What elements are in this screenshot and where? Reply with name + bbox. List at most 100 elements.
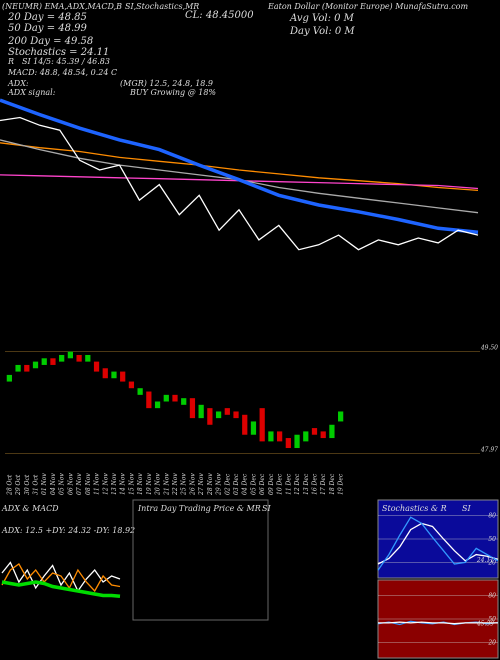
series-line (378, 621, 498, 625)
header-title: (NEUMR) EMA,ADX,MACD,B (2, 2, 122, 11)
panel-subtitle: SI (262, 504, 271, 513)
stat: MACD: 48.8, 48.54, 0.24 C (7, 68, 117, 77)
x-tick-label: 05 Dec (250, 473, 257, 495)
stat: 50 Day = 48.99 (8, 23, 88, 34)
y-tick-label: 50 (488, 616, 496, 623)
candle-body (207, 408, 213, 425)
candle-body (233, 411, 239, 419)
panel-subtitle: ADX: 12.5 +DY: 24.32 -DY: 18.92 (1, 526, 135, 535)
x-tick-label: 11 Nov (94, 473, 101, 495)
x-tick-label: 30 Oct (24, 474, 31, 495)
candle-body (189, 398, 196, 419)
candle-body (181, 398, 187, 405)
candle-body (76, 354, 82, 362)
candle-body (215, 411, 222, 419)
y-tick-label: 20 (487, 559, 496, 566)
annotation: 45.39 (476, 621, 494, 628)
x-tick-label: 06 Nov (67, 473, 74, 495)
close-price: CL: 48.45000 (185, 10, 254, 21)
x-tick-label: 14 Nov (120, 473, 127, 495)
panel-title: ADX & MACD (1, 504, 59, 513)
candle-body (285, 438, 291, 449)
candle-body (268, 431, 274, 442)
adx-label: ADX: (7, 79, 29, 88)
x-tick-label: 13 Dec (303, 473, 310, 495)
series-line (377, 516, 499, 571)
candle-body (6, 374, 12, 382)
x-tick-label: 26 Nov (189, 473, 196, 496)
y-tick-label: 80 (488, 593, 496, 600)
x-tick-label: 07 Nov (76, 473, 83, 495)
x-tick-label: 16 Dec (311, 473, 318, 495)
candle-body (146, 391, 152, 409)
candle-body (329, 424, 335, 439)
candle-body (32, 361, 39, 369)
stat: R (7, 57, 14, 66)
x-tick-label: 15 Nov (128, 473, 135, 495)
candle-body (294, 434, 300, 449)
x-tick-label: 01 Nov (41, 473, 48, 495)
candle-body (50, 358, 56, 365)
x-tick-label: 06 Dec (259, 473, 266, 495)
series-line (0, 174, 479, 190)
candle-body (24, 364, 30, 372)
series-line (1, 561, 121, 593)
candle-body (303, 431, 309, 442)
series-line (0, 116, 479, 251)
candle-body (41, 358, 47, 365)
candle-body (59, 354, 65, 362)
x-tick-label: 18 Nov (137, 473, 144, 495)
x-tick-label: 12 Dec (294, 473, 301, 495)
series-line (377, 522, 499, 565)
adx-signal: BUY Growing @ 18% (129, 88, 216, 97)
stat: 20 Day = 48.85 (7, 12, 87, 23)
x-tick-label: 28 Oct (6, 474, 13, 496)
annotation: 24.11 (476, 557, 494, 564)
candle-body (242, 414, 248, 435)
series-line (1, 563, 121, 593)
candle-body (172, 394, 178, 402)
candle-body (128, 381, 135, 389)
x-tick-label: 25 Nov (181, 473, 188, 496)
y-tick-label: 50 (488, 536, 496, 543)
panel-subtitle: SI (462, 504, 471, 513)
candle-body (250, 421, 257, 435)
series-line (1, 580, 121, 599)
candle-body (224, 408, 230, 415)
panel-frame (132, 499, 269, 621)
candle-body (137, 388, 143, 395)
x-tick-label: 22 Nov (172, 473, 179, 496)
stat: Stochastics = 24.11 (8, 47, 109, 58)
candle-body (102, 368, 108, 379)
x-tick-label: 20 Nov (155, 473, 162, 496)
x-tick-label: 09 Dec (268, 473, 275, 495)
candle-body (163, 394, 169, 402)
adx-values: (MGR) 12.5, 24.8, 18.9 (120, 79, 213, 88)
y-tick-label: 47.97 (480, 446, 498, 453)
candle-body (85, 354, 91, 362)
x-tick-label: 21 Nov (163, 473, 170, 496)
x-tick-label: 03 Dec (233, 473, 240, 495)
stat: 200 Day = 49.58 (7, 36, 93, 47)
candle-body (67, 351, 73, 359)
panel-title: Intra Day Trading Price & MR (137, 504, 261, 513)
candle-body (154, 401, 161, 409)
y-tick-label: 80 (488, 513, 496, 520)
x-tick-label: 05 Nov (59, 473, 66, 495)
candle-body (338, 411, 344, 422)
candle-body (198, 404, 204, 419)
panel-title: Stochastics & R (382, 504, 447, 513)
y-tick-label: 49.50 (480, 345, 498, 352)
candle-body (277, 431, 283, 442)
candle-body (259, 408, 265, 442)
x-tick-label: 13 Nov (111, 473, 118, 495)
series-line (0, 142, 479, 192)
candle-body (120, 371, 126, 382)
stat: SI 14/5: 45.39 / 46.83 (22, 57, 110, 66)
x-tick-label: 29 Nov (216, 473, 223, 496)
x-tick-label: 19 Dec (338, 473, 345, 495)
x-tick-label: 12 Nov (102, 473, 109, 495)
x-tick-label: 17 Dec (320, 473, 327, 495)
x-tick-label: 02 Dec (224, 473, 231, 495)
